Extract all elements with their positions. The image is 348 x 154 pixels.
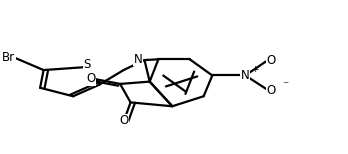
Text: O: O bbox=[86, 72, 95, 85]
Text: S: S bbox=[84, 58, 91, 71]
Text: +: + bbox=[251, 65, 259, 74]
Text: N: N bbox=[134, 53, 143, 66]
Text: O: O bbox=[267, 84, 276, 97]
Text: ⁻: ⁻ bbox=[282, 79, 288, 92]
Text: O: O bbox=[267, 54, 276, 67]
Text: N: N bbox=[241, 69, 250, 82]
Text: O: O bbox=[119, 114, 128, 127]
Text: Br: Br bbox=[2, 51, 15, 64]
